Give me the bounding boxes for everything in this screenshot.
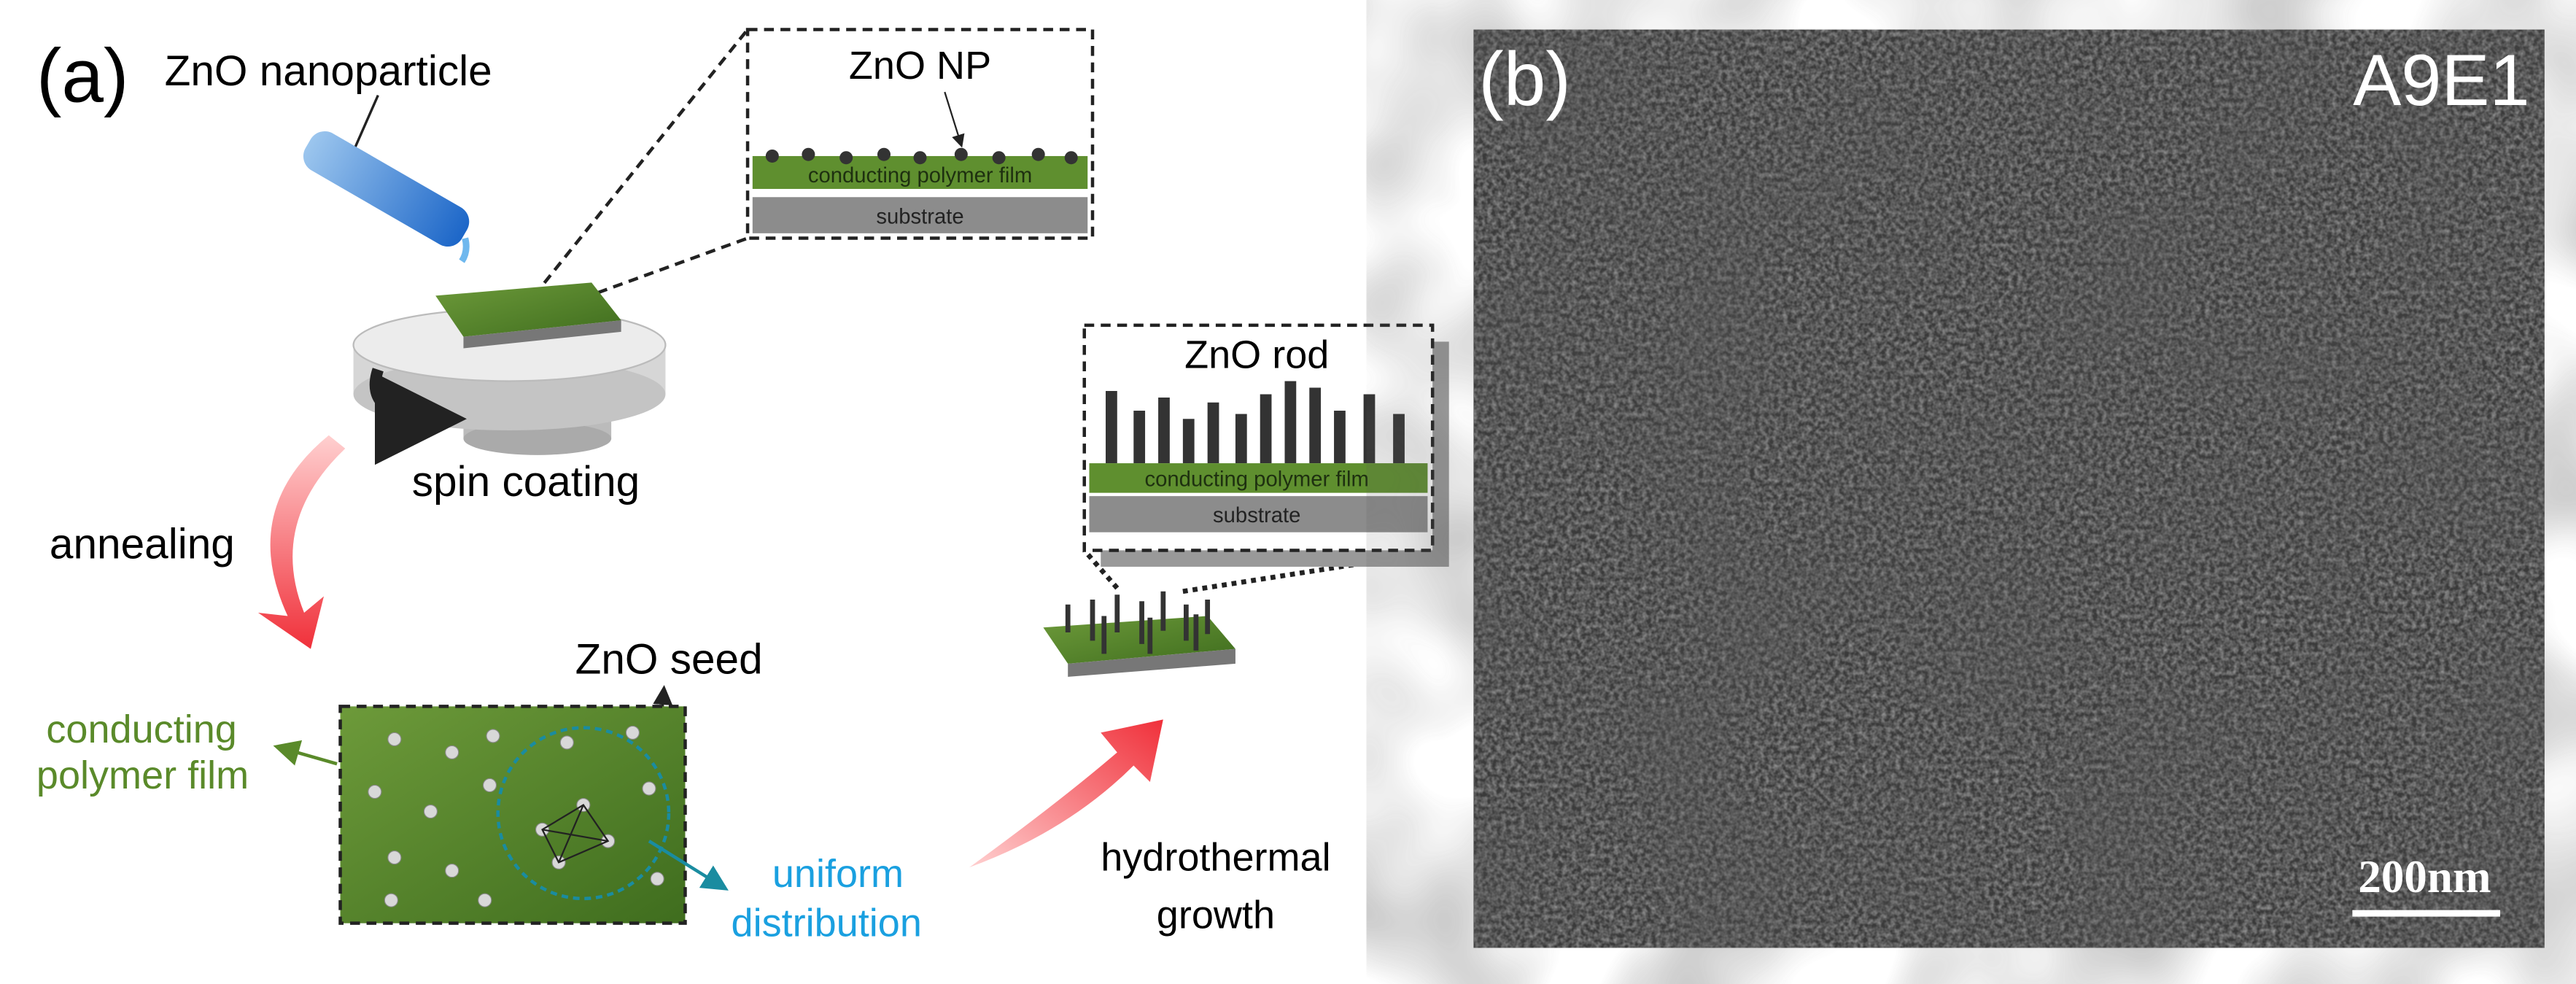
pointer: [648, 840, 729, 891]
scale-bar-label: 200nm: [2358, 851, 2491, 902]
seed-links: [541, 804, 610, 864]
process-arrow: [969, 719, 1163, 868]
panel-label: (b): [1478, 36, 1571, 121]
rod-sample: [1043, 591, 1235, 677]
rods: [1106, 381, 1405, 464]
distribution-line: distribution: [732, 902, 922, 945]
droplet: [459, 237, 470, 263]
seed-label: ZnO seed: [575, 635, 763, 683]
zoom-line: [1082, 549, 1120, 590]
inset-title: ZnO rod: [1184, 333, 1329, 376]
film-text: conducting polymer film: [1144, 468, 1368, 492]
nanoparticles: [765, 147, 1078, 165]
zoom-line: [532, 28, 749, 297]
film-label-line: conducting: [46, 708, 236, 751]
substrate-layer: [1089, 496, 1428, 532]
pointer: [944, 91, 965, 148]
film-layer: [1089, 463, 1428, 493]
step-label-line: hydrothermal: [1101, 836, 1330, 880]
step-label-line: growth: [1157, 893, 1275, 937]
step-label: spin coating: [412, 458, 640, 505]
distribution-line: uniform: [772, 852, 904, 896]
distribution-circle: [496, 726, 671, 901]
step-label: hydrothermal growth: [1101, 836, 1330, 937]
film-label-line: polymer film: [36, 754, 249, 797]
film-text: conducting polymer film: [808, 164, 1032, 187]
substrate-text: substrate: [1213, 504, 1300, 527]
pipette-label: ZnO nanoparticle: [165, 47, 492, 95]
panel-label: (a): [36, 34, 129, 118]
distribution-label: uniform distribution: [732, 852, 922, 945]
sem-shading: [1473, 29, 2545, 948]
spin-coater: [352, 282, 667, 465]
sample-label: A9E1: [2353, 39, 2529, 120]
process-arrow: [257, 435, 346, 649]
pointer: [273, 740, 338, 766]
step-label: annealing: [50, 521, 235, 568]
film-label: conducting polymer film: [36, 708, 249, 797]
substrate-text: substrate: [876, 205, 963, 228]
pipette: [303, 131, 470, 247]
inset-title: ZnO NP: [849, 44, 991, 88]
substrate-layer: [752, 197, 1088, 233]
